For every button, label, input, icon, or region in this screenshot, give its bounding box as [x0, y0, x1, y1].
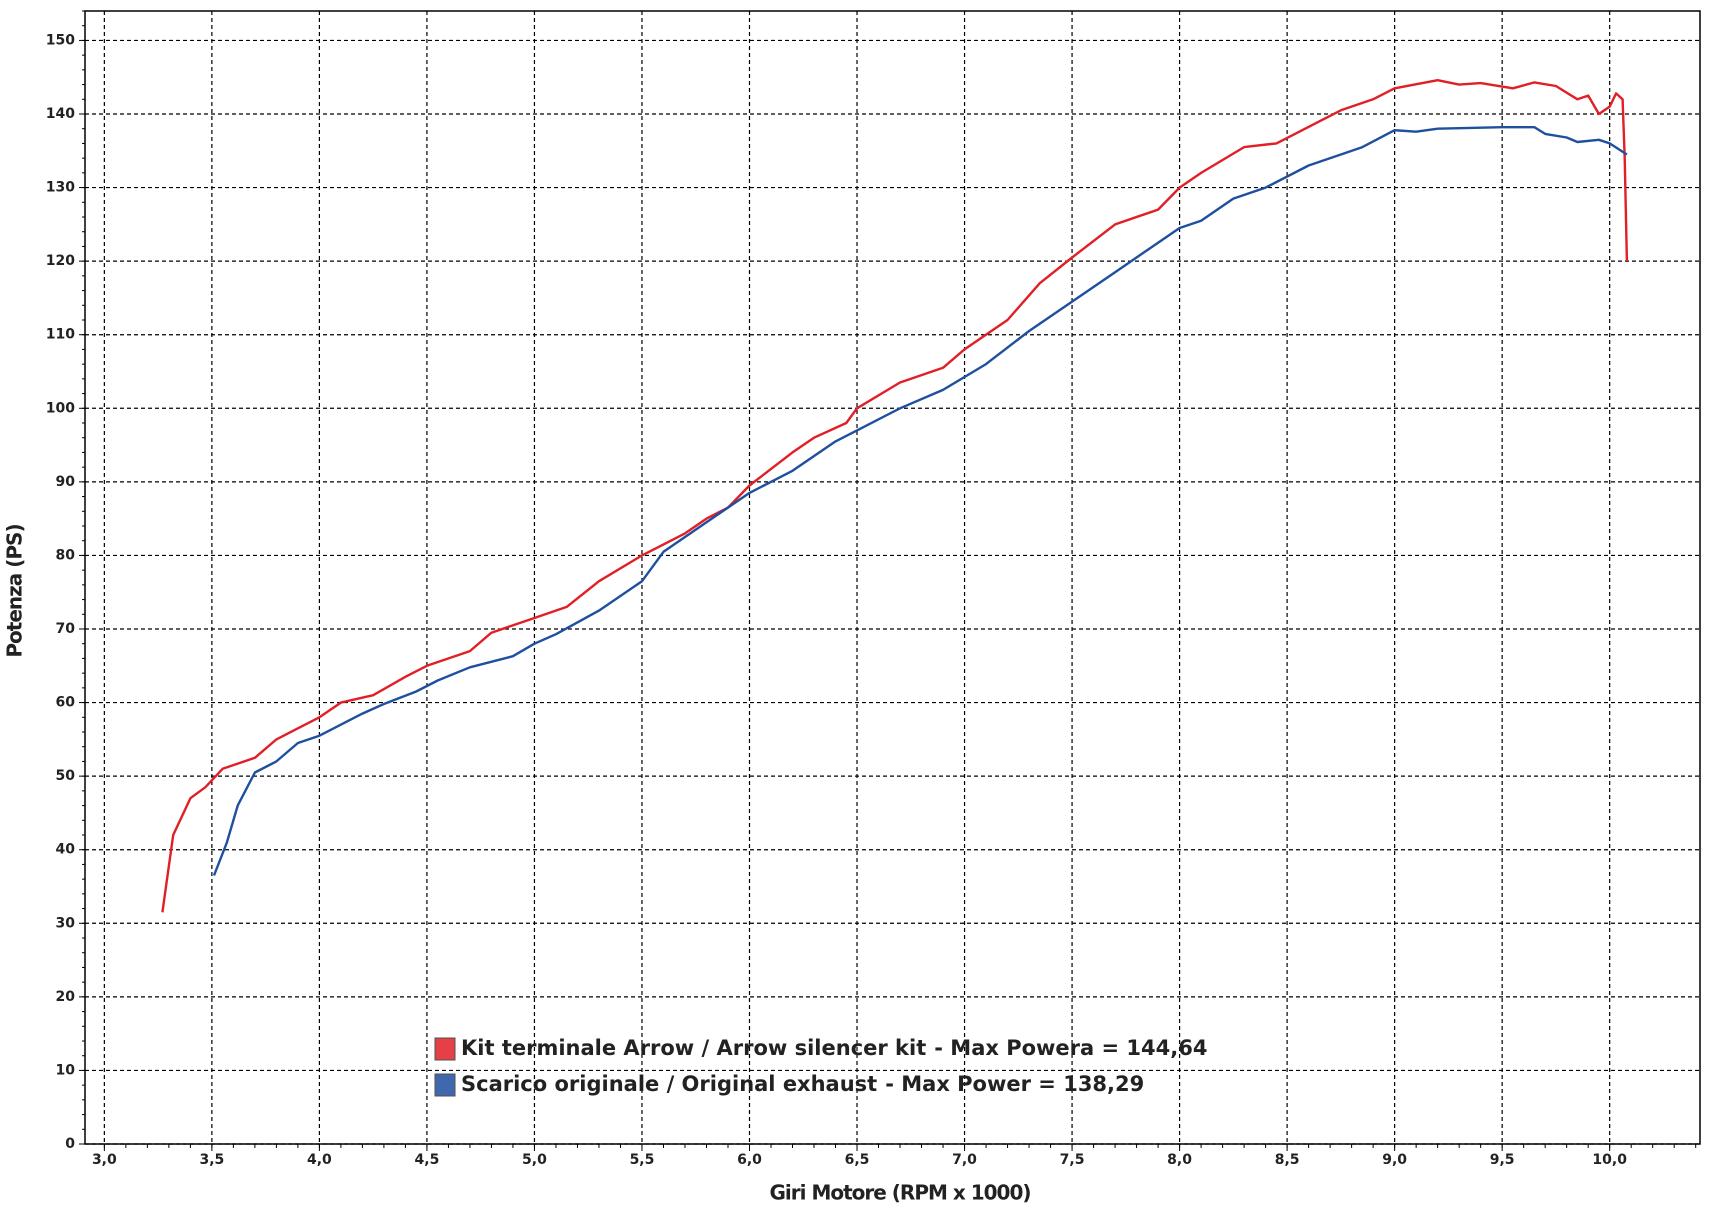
y-tick-label: 10	[56, 1062, 76, 1078]
y-tick-label: 60	[56, 695, 76, 711]
x-tick-label: 7,0	[952, 1152, 977, 1168]
plot-frame	[84, 10, 1701, 1145]
y-tick-label: 150	[46, 32, 75, 48]
y-tick-label: 120	[46, 253, 75, 269]
x-tick-label: 9,5	[1490, 1152, 1515, 1168]
y-tick-label: 20	[56, 989, 76, 1005]
y-tick-label: 100	[46, 400, 75, 416]
x-tick-label: 7,5	[1060, 1152, 1085, 1168]
y-tick-label: 80	[56, 547, 76, 563]
y-tick-label: 40	[56, 842, 76, 858]
x-tick-label: 6,0	[737, 1152, 762, 1168]
legend-swatch	[434, 1073, 456, 1097]
x-tick-label: 5,5	[630, 1152, 655, 1168]
x-axis-title: Giri Motore (RPM x 1000)	[769, 1181, 1030, 1205]
series-line	[212, 126, 1628, 876]
x-tick-label: 3,5	[199, 1152, 224, 1168]
y-axis-title: Potenza (PS)	[3, 524, 27, 657]
x-tick-label: 4,5	[415, 1152, 440, 1168]
y-tick-label: 50	[56, 768, 76, 784]
legend-label: Scarico originale / Original exhaust	[461, 1072, 877, 1096]
y-tick-label: 70	[56, 621, 76, 637]
y-tick-label: 0	[65, 1136, 75, 1152]
x-tick-label: 4,0	[307, 1152, 332, 1168]
x-tick-label: 5,0	[522, 1152, 547, 1168]
x-tick-label: 6,5	[845, 1152, 870, 1168]
y-tick-label: 130	[46, 180, 75, 196]
legend-label: Kit terminale Arrow / Arrow silencer kit	[461, 1036, 926, 1060]
y-tick-label: 140	[46, 106, 75, 122]
x-tick-label: 8,5	[1275, 1152, 1300, 1168]
legend-max: - Max Power = 138,29	[885, 1072, 1144, 1096]
x-tick-label: 10,0	[1592, 1152, 1627, 1168]
y-tick-label: 90	[56, 474, 76, 490]
series-line	[161, 79, 1629, 913]
x-tick-label: 9,0	[1382, 1152, 1407, 1168]
y-tick-label: 30	[56, 915, 76, 931]
legend-max: - Max Powera = 144,64	[934, 1036, 1207, 1060]
legend-swatch	[434, 1037, 456, 1061]
x-tick-label: 3,0	[92, 1152, 117, 1168]
y-tick-label: 110	[46, 327, 75, 343]
x-tick-label: 8,0	[1167, 1152, 1192, 1168]
